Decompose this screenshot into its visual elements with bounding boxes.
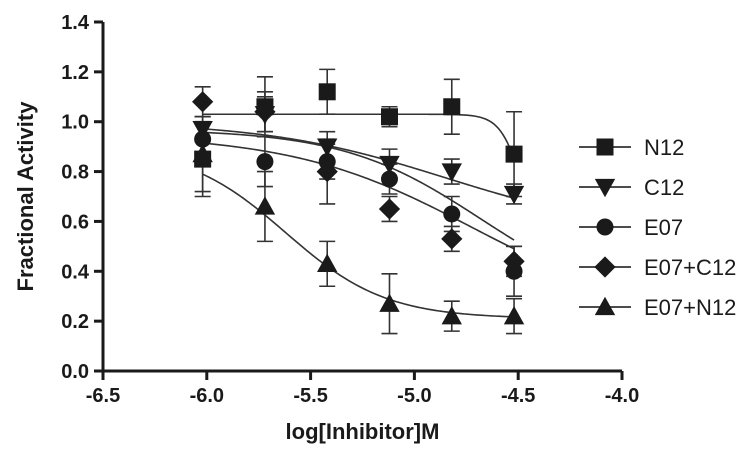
legend-label: E07 xyxy=(644,215,683,240)
legend-label: E07+C12 xyxy=(644,255,736,280)
legend-item: C12 xyxy=(579,175,684,200)
legend-item: E07+C12 xyxy=(579,255,736,280)
y-tick-label: 1.4 xyxy=(61,12,90,34)
fit-curve-c12 xyxy=(202,128,515,199)
data-point-e07 xyxy=(443,205,461,223)
legend-item: E07+N12 xyxy=(579,295,736,320)
data-point-n12 xyxy=(318,83,336,101)
legend-item: E07 xyxy=(579,215,683,240)
x-tick-label: -4.5 xyxy=(501,385,535,407)
y-tick-label: 0.8 xyxy=(61,162,89,184)
data-point-c12 xyxy=(503,185,525,205)
data-point-e07 xyxy=(194,130,212,148)
legend-marker xyxy=(596,138,614,156)
x-tick-label: -5.0 xyxy=(397,385,431,407)
data-point-e07-c12 xyxy=(378,198,401,220)
fit-curve-e07-c12 xyxy=(202,142,515,250)
fit-curve-n12 xyxy=(202,113,515,160)
data-point-e07 xyxy=(380,170,398,188)
data-point-n12 xyxy=(505,145,523,163)
data-point-c12 xyxy=(192,121,213,140)
data-point-n12 xyxy=(443,98,461,116)
y-axis-title: Fractional Activity xyxy=(13,101,38,292)
y-tick-label: 1.0 xyxy=(61,112,89,134)
data-point-c12 xyxy=(441,163,462,182)
data-point-e07-n12 xyxy=(317,253,338,272)
data-point-e07-c12 xyxy=(441,228,463,250)
legend-marker xyxy=(594,296,616,316)
data-point-n12 xyxy=(380,108,398,126)
data-point-c12 xyxy=(317,138,338,157)
fit-curve-e07 xyxy=(202,131,515,241)
x-tick-label: -4.0 xyxy=(605,385,639,407)
x-tick-label: -6.5 xyxy=(86,385,120,407)
y-tick-label: 0.4 xyxy=(61,261,90,283)
data-point-e07-c12 xyxy=(503,250,525,272)
data-point-e07-c12 xyxy=(254,101,276,123)
data-point-e07-n12 xyxy=(254,196,276,215)
error-bars xyxy=(194,68,523,335)
data-point-c12 xyxy=(379,155,400,175)
x-tick-label: -6.0 xyxy=(190,385,224,407)
legend-label: C12 xyxy=(644,175,684,200)
axes: 0.0 0.2 0.4 0.6 0.8 1.0 1.2 1.4 -6.5 -6.0 -5.5 -5.0… xyxy=(61,12,639,407)
legend: N12 C12 E07 E07+C12 E07+N12 xyxy=(579,135,736,320)
fitted-curves xyxy=(202,113,515,318)
data-point-e07-n12 xyxy=(192,143,213,163)
data-point-e07-n12 xyxy=(503,305,525,325)
x-tick-label: -5.5 xyxy=(293,385,327,407)
data-point-e07 xyxy=(256,153,274,171)
legend-label: N12 xyxy=(644,135,684,160)
legend-label: E07+N12 xyxy=(644,295,736,320)
data-point-e07-c12 xyxy=(192,91,214,113)
legend-marker xyxy=(594,178,616,198)
x-axis-title: log[Inhibitor]M xyxy=(286,419,440,444)
data-point-e07-c12 xyxy=(316,160,338,183)
y-tick-label: 0.6 xyxy=(61,211,89,233)
data-point-e07-n12 xyxy=(441,305,462,325)
y-tick-label: 0.2 xyxy=(61,311,89,333)
legend-marker xyxy=(596,218,614,236)
fit-curve-e07-n12 xyxy=(202,173,515,318)
legend-item: N12 xyxy=(579,135,684,160)
legend-marker xyxy=(594,256,616,278)
y-tick-label: 0.0 xyxy=(61,361,89,383)
data-point-e07-n12 xyxy=(379,293,400,312)
y-tick-label: 1.2 xyxy=(61,62,89,84)
data-markers xyxy=(192,83,525,325)
